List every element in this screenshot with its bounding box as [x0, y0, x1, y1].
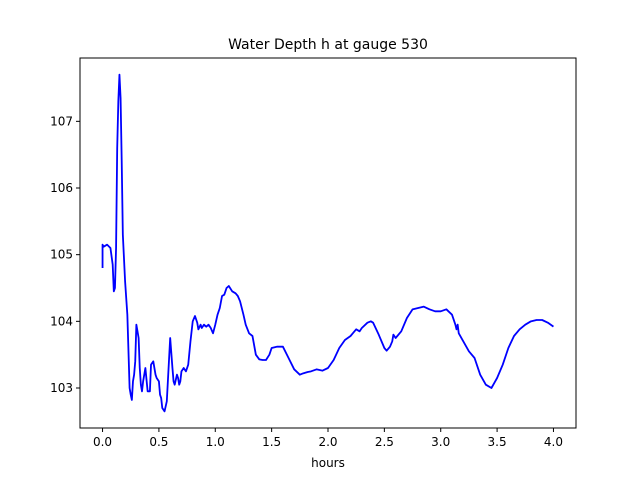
- x-tick-label: 1.5: [262, 435, 281, 449]
- chart-title: Water Depth h at gauge 530: [228, 37, 428, 53]
- series-line-0: [101, 73, 554, 413]
- x-axis: 0.0 0.5 1.0 1.5 2.0 2.5 3.0 3.5 4.0: [93, 428, 563, 449]
- x-tick-label: 3.0: [431, 435, 450, 449]
- x-tick-label: 1.0: [206, 435, 225, 449]
- y-tick-label: 105: [50, 248, 73, 262]
- x-tick-label: 0.0: [93, 435, 112, 449]
- y-tick-label: 106: [50, 181, 73, 195]
- x-tick-label: 2.5: [375, 435, 394, 449]
- y-axis: 103 104 105 106 107: [50, 114, 80, 395]
- x-tick-label: 3.5: [488, 435, 507, 449]
- x-tick-label: 0.5: [149, 435, 168, 449]
- x-axis-label: hours: [311, 456, 345, 470]
- y-tick-label: 103: [50, 381, 73, 395]
- plot-area: [101, 73, 554, 413]
- y-tick-label: 104: [50, 314, 73, 328]
- y-tick-label: 107: [50, 114, 73, 128]
- x-tick-label: 4.0: [544, 435, 563, 449]
- x-tick-label: 2.0: [318, 435, 337, 449]
